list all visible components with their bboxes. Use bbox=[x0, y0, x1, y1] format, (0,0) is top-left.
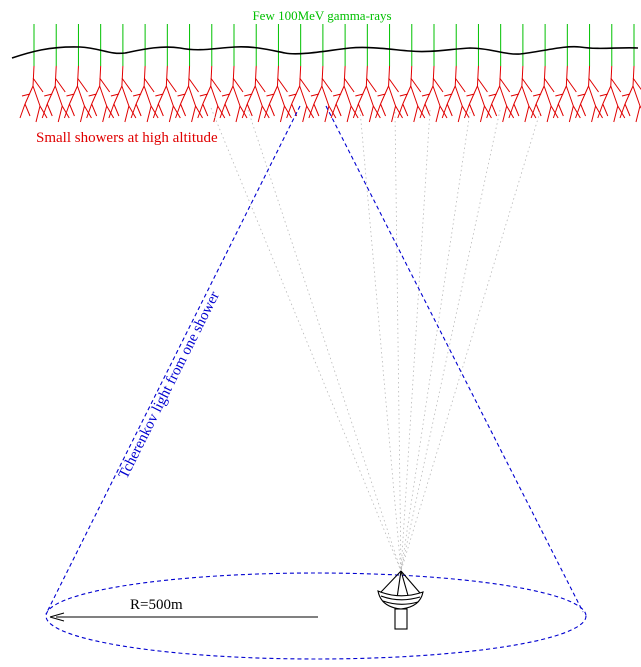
faint-light-ray bbox=[359, 109, 402, 572]
cone-left-edge bbox=[45, 105, 301, 615]
gamma-rays bbox=[33, 24, 635, 66]
cone-right-edge bbox=[325, 105, 584, 613]
faint-light-ray bbox=[247, 109, 402, 572]
air-showers bbox=[19, 65, 641, 123]
shower-branch bbox=[86, 65, 115, 123]
faint-light-ray bbox=[400, 111, 471, 572]
faint-light-ray bbox=[400, 109, 431, 572]
gamma-rays-label: Few 100MeV gamma-rays bbox=[252, 8, 391, 23]
shower-branch bbox=[552, 65, 581, 123]
faint-light-rays bbox=[210, 107, 541, 572]
radius-label: R=500m bbox=[130, 597, 183, 613]
shower-branch bbox=[130, 65, 159, 123]
shower-branch bbox=[197, 65, 226, 123]
shower-branch bbox=[19, 65, 48, 123]
shower-branch bbox=[263, 65, 292, 123]
shower-branch bbox=[397, 65, 426, 123]
cone-label: Tcherenkov light from one shower bbox=[116, 289, 223, 481]
faint-light-ray bbox=[400, 109, 501, 572]
faint-light-ray bbox=[394, 111, 402, 572]
telescope-icon bbox=[377, 570, 424, 630]
shower-branch bbox=[375, 65, 403, 123]
shower-branch bbox=[508, 65, 537, 123]
faint-light-ray bbox=[400, 111, 541, 572]
shower-branch bbox=[486, 65, 515, 123]
shower-branch bbox=[219, 65, 248, 123]
shower-branch bbox=[63, 65, 92, 123]
atmosphere-boundary bbox=[11, 45, 639, 59]
shower-branch bbox=[419, 65, 448, 123]
shower-branch bbox=[575, 65, 603, 123]
shower-branch bbox=[308, 65, 337, 123]
shower-branch bbox=[352, 65, 381, 123]
shower-branch bbox=[241, 65, 270, 123]
shower-branch bbox=[619, 65, 641, 123]
light-pool-ellipse bbox=[45, 572, 587, 660]
shower-branch bbox=[597, 65, 626, 123]
shower-branch bbox=[463, 65, 492, 123]
faint-light-ray bbox=[210, 107, 402, 572]
shower-branch bbox=[441, 65, 470, 123]
shower-branch bbox=[330, 65, 359, 123]
showers-label: Small showers at high altitude bbox=[36, 130, 218, 146]
shower-branch bbox=[530, 65, 559, 123]
shower-branch bbox=[175, 65, 203, 123]
shower-branch bbox=[41, 65, 70, 123]
shower-branch bbox=[152, 65, 181, 123]
radius-arrow bbox=[49, 612, 318, 622]
shower-branch bbox=[286, 65, 315, 123]
shower-branch bbox=[108, 65, 137, 123]
